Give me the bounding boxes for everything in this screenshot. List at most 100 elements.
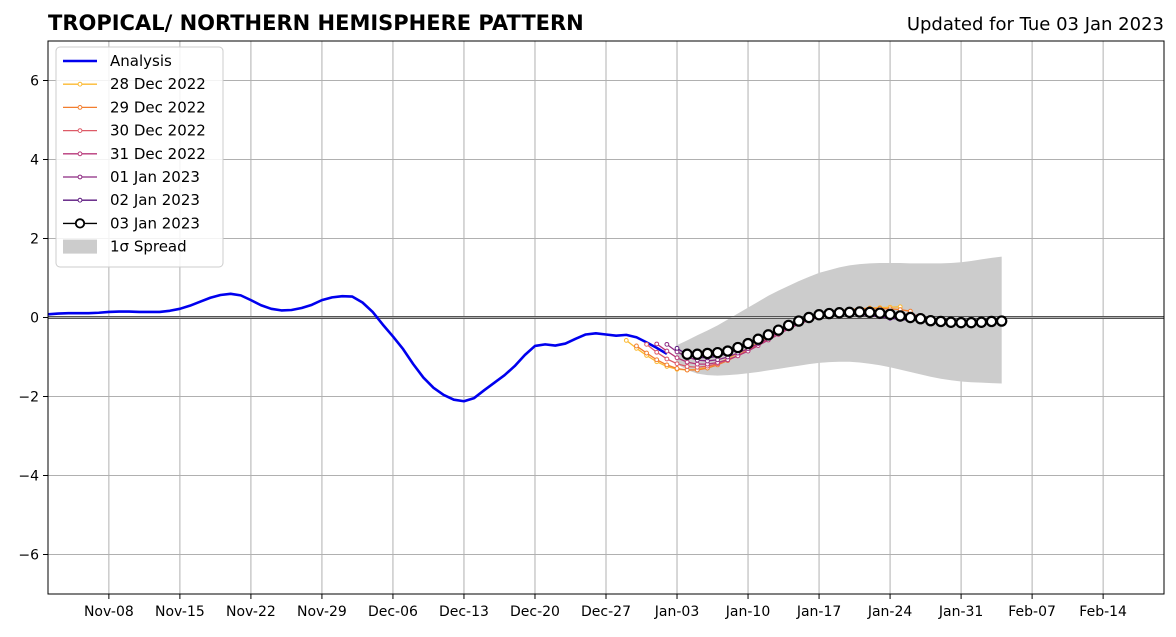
forecast-point-6 xyxy=(853,306,866,318)
legend-marker-2 xyxy=(77,128,83,134)
y-tick-label: −4 xyxy=(18,469,39,485)
forecast-point-3 xyxy=(674,355,680,361)
forecast-point-6 xyxy=(833,307,846,319)
forecast-point-6 xyxy=(955,316,967,329)
forecast-point-1 xyxy=(634,343,639,349)
x-tick-label: Dec-13 xyxy=(439,604,489,620)
legend-marker-1 xyxy=(77,105,83,110)
x-tick-label: Nov-22 xyxy=(226,604,276,620)
y-tick-label: −2 xyxy=(18,390,39,406)
forecast-point-6 xyxy=(823,307,835,320)
legend-label-2: 30 Dec 2022 xyxy=(110,122,206,140)
forecast-point-6 xyxy=(985,315,998,328)
forecast-point-6 xyxy=(904,311,917,324)
x-tick-label: Dec-06 xyxy=(368,604,418,620)
legend-analysis-label: Analysis xyxy=(110,52,172,70)
forecast-point-1 xyxy=(664,362,670,368)
legend-label-6: 03 Jan 2023 xyxy=(110,214,200,232)
forecast-point-6 xyxy=(884,308,896,321)
forecast-point-6 xyxy=(995,315,1008,327)
forecast-point-2 xyxy=(684,364,690,369)
legend-spread-swatch xyxy=(63,239,97,254)
y-tick-label: 0 xyxy=(30,311,39,327)
legend-label-4: 01 Jan 2023 xyxy=(110,168,200,186)
analysis-series xyxy=(47,292,668,403)
forecast-series xyxy=(623,304,1008,373)
x-tick-label: Dec-20 xyxy=(510,604,560,620)
forecast-point-4 xyxy=(664,341,670,347)
x-tick-label: Jan-10 xyxy=(725,604,770,620)
y-tick-label: −6 xyxy=(18,548,39,564)
spread-area xyxy=(677,256,1002,384)
chart-subtitle: Updated for Tue 03 Jan 2023 xyxy=(907,14,1164,35)
forecast-point-6 xyxy=(732,341,744,354)
legend-box xyxy=(55,46,224,268)
forecast-point-6 xyxy=(691,348,704,360)
forecast-point-1 xyxy=(644,350,649,356)
legend: Analysis 28 Dec 2022 29 Dec 2022 30 Dec 202… xyxy=(55,46,224,268)
legend-marker-5 xyxy=(77,197,83,203)
forecast-point-2 xyxy=(654,349,660,355)
forecast-point-3 xyxy=(694,361,700,367)
forecast-point-6 xyxy=(945,316,957,328)
legend-label-3: 31 Dec 2022 xyxy=(110,145,206,163)
forecast-point-3 xyxy=(654,341,660,347)
y-tick-label: 6 xyxy=(30,74,39,90)
forecast-point-6 xyxy=(894,310,906,322)
x-tick-label: Feb-07 xyxy=(1008,604,1056,620)
forecast-point-3 xyxy=(684,359,690,365)
x-tick-label: Nov-29 xyxy=(297,604,347,620)
analysis-line xyxy=(47,292,668,403)
forecast-point-1 xyxy=(654,357,660,363)
forecast-point-6 xyxy=(681,348,693,360)
forecast-point-6 xyxy=(975,316,988,328)
forecast-point-6 xyxy=(772,324,785,336)
forecast-point-6 xyxy=(722,345,734,357)
forecast-point-6 xyxy=(843,306,856,319)
forecast-point-6 xyxy=(864,306,876,319)
legend-marker-0 xyxy=(77,81,83,87)
spread-band xyxy=(677,256,1002,384)
x-tick-label: Jan-31 xyxy=(938,604,983,620)
legend-label-0: 28 Dec 2022 xyxy=(110,75,206,93)
x-tick-label: Dec-27 xyxy=(581,604,631,620)
x-tick-label: Jan-17 xyxy=(796,604,841,620)
legend-marker-3 xyxy=(77,151,83,157)
forecast-point-3 xyxy=(664,348,670,354)
legend-marker-4 xyxy=(77,174,83,180)
forecast-point-5 xyxy=(674,345,680,351)
axes: −6 −4 −2 0 2 4 6 Nov-08 Nov-15 Nov-22 Nov-29 Dec-06… xyxy=(18,74,1127,621)
forecast-point-6 xyxy=(793,315,805,327)
forecast-point-2 xyxy=(674,361,680,367)
legend-label-5: 02 Jan 2023 xyxy=(110,191,200,209)
y-tick-label: 4 xyxy=(30,153,39,169)
y-tick-label: 2 xyxy=(30,232,39,248)
legend-marker-6 xyxy=(74,218,86,229)
x-tick-label: Jan-03 xyxy=(654,604,699,620)
x-tick-label: Nov-15 xyxy=(155,604,205,620)
forecast-point-6 xyxy=(935,315,947,328)
forecast-point-6 xyxy=(782,319,795,332)
chart-title: TROPICAL/ NORTHERN HEMISPHERE PATTERN xyxy=(48,11,584,35)
forecast-point-2 xyxy=(664,356,670,362)
x-tick-label: Jan-24 xyxy=(867,604,913,620)
x-tick-label: Nov-08 xyxy=(84,604,134,620)
forecast-point-0 xyxy=(623,338,629,343)
forecast-point-6 xyxy=(762,329,775,341)
forecast-point-6 xyxy=(874,307,886,319)
forecast-point-6 xyxy=(752,333,764,345)
forecast-point-6 xyxy=(742,337,754,350)
forecast-point-2 xyxy=(644,341,649,347)
forecast-point-6 xyxy=(965,316,977,329)
x-tick-label: Feb-14 xyxy=(1079,604,1127,620)
forecast-point-1 xyxy=(674,366,680,371)
forecast-point-6 xyxy=(701,347,714,360)
forecast-point-6 xyxy=(711,346,724,359)
legend-label-1: 29 Dec 2022 xyxy=(110,98,206,116)
legend-spread-label: 1σ Spread xyxy=(110,238,187,256)
forecast-point-6 xyxy=(813,309,825,321)
forecast-point-6 xyxy=(914,312,927,325)
forecast-point-6 xyxy=(803,311,815,324)
